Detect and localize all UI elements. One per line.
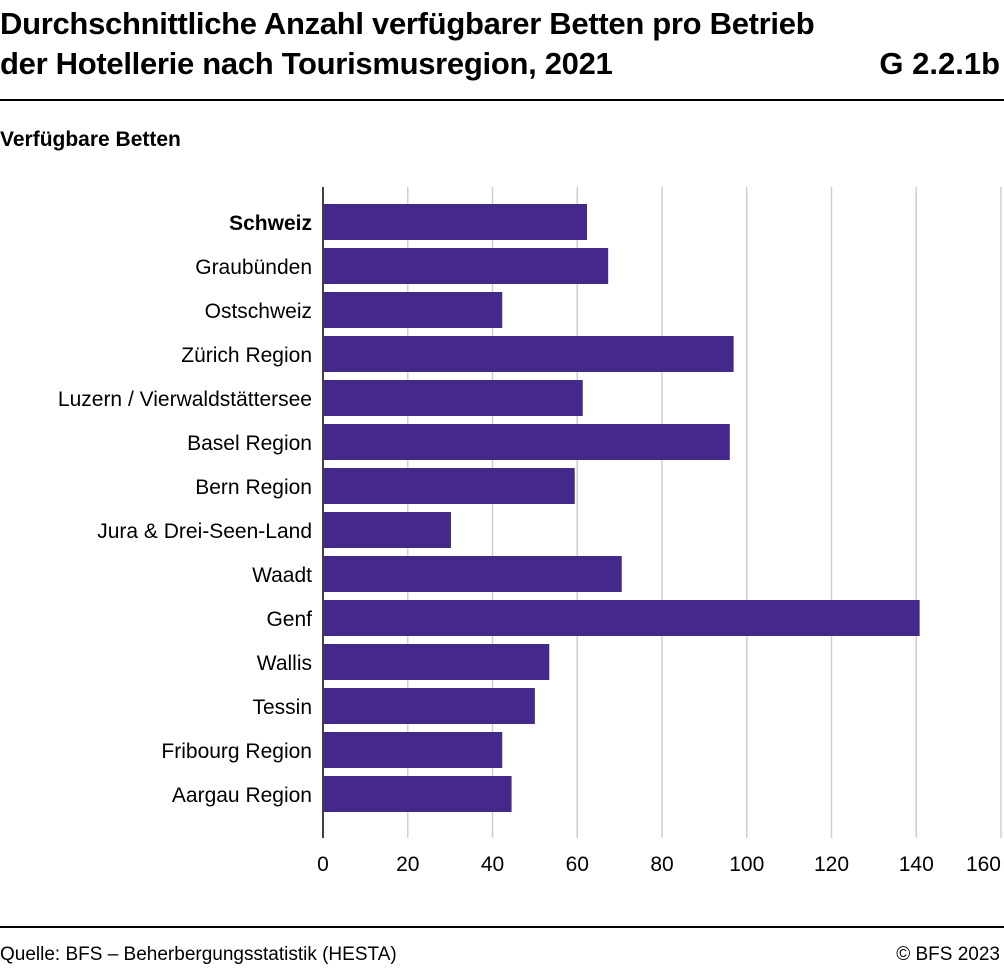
category-labels: Schweiz Graubünden Ostschweiz Zürich Region… (58, 212, 312, 807)
category-label: Aargau Region (172, 784, 312, 807)
bar-chart: Schweiz Graubünden Ostschweiz Zürich Region… (58, 187, 1002, 876)
bar (324, 512, 451, 548)
x-tick-label: 140 (899, 853, 934, 876)
bar (324, 380, 583, 416)
category-label: Ostschweiz (205, 300, 312, 323)
bar (324, 600, 920, 636)
category-label: Schweiz (229, 212, 312, 235)
x-tick-label: 20 (396, 853, 419, 876)
bar (324, 336, 734, 372)
chart-title-line-1: Durchschnittliche Anzahl verfügbarer Bet… (0, 6, 815, 41)
category-label: Basel Region (187, 432, 312, 455)
category-label: Genf (266, 608, 312, 631)
category-label: Jura & Drei-Seen-Land (97, 520, 312, 543)
bar (324, 688, 535, 724)
footer-divider (0, 926, 1004, 928)
x-tick-label: 0 (317, 853, 329, 876)
category-label: Fribourg Region (161, 740, 312, 763)
bar (324, 776, 512, 812)
bar (324, 468, 575, 504)
bar (324, 556, 622, 592)
bars (324, 204, 920, 812)
bar (324, 732, 503, 768)
x-tick-label: 40 (481, 853, 504, 876)
source-note: Quelle: BFS – Beherbergungsstatistik (HE… (0, 944, 397, 965)
chart-title: Durchschnittliche Anzahl verfügbarer Bet… (0, 4, 860, 84)
bar (324, 644, 550, 680)
chart-title-line-2: der Hotellerie nach Tourismusregion, 202… (0, 46, 613, 81)
bar (324, 424, 730, 460)
axis-unit-label: Verfügbare Betten (0, 128, 181, 151)
copyright-note: © BFS 2023 (896, 944, 1000, 965)
category-label: Waadt (252, 564, 312, 587)
bar (324, 248, 609, 284)
category-label: Tessin (252, 696, 312, 719)
category-label: Wallis (257, 652, 312, 675)
x-tick-label: 160 (966, 853, 1001, 876)
category-label: Graubünden (195, 256, 312, 279)
bar (324, 204, 587, 240)
category-label: Luzern / Vierwaldstättersee (58, 388, 312, 411)
x-tick-label: 60 (566, 853, 589, 876)
chart-code: G 2.2.1b (879, 46, 1000, 81)
category-label: Bern Region (195, 476, 312, 499)
x-tick-label: 100 (729, 853, 764, 876)
x-tick-label: 80 (650, 853, 673, 876)
bar (324, 292, 503, 328)
x-tick-label: 120 (814, 853, 849, 876)
header-divider (0, 99, 1004, 101)
category-label: Zürich Region (181, 344, 312, 367)
x-tick-labels: 0 20 40 60 80 100 120 140 160 (317, 853, 1001, 876)
